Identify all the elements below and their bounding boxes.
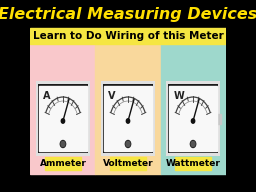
Circle shape [61, 142, 65, 146]
Bar [161, 44, 226, 174]
Bar [166, 81, 220, 156]
Text: W: W [173, 91, 184, 101]
Bar [30, 44, 95, 174]
Bar [169, 86, 217, 151]
Bar [30, 174, 226, 192]
Bar [217, 114, 221, 124]
Bar [39, 86, 87, 151]
Circle shape [125, 141, 131, 147]
Text: Ammeter: Ammeter [39, 159, 86, 168]
Bar [110, 157, 146, 170]
Circle shape [126, 119, 130, 123]
Bar [30, 28, 226, 44]
Circle shape [191, 119, 195, 123]
Bar [103, 84, 153, 153]
Bar [38, 84, 88, 153]
Text: Learn to Do Wiring of this Meter: Learn to Do Wiring of this Meter [33, 31, 223, 41]
Circle shape [60, 141, 66, 147]
Text: A: A [43, 91, 51, 101]
Bar [95, 44, 161, 174]
Circle shape [126, 142, 130, 146]
Text: V: V [108, 91, 116, 101]
Text: Electrical Measuring Devices: Electrical Measuring Devices [0, 7, 256, 22]
Circle shape [61, 119, 65, 123]
Bar [101, 81, 155, 156]
Circle shape [190, 141, 196, 147]
Text: Voltmeter: Voltmeter [103, 159, 153, 168]
Bar [168, 84, 218, 153]
Circle shape [191, 142, 195, 146]
Bar [104, 86, 152, 151]
Text: Wattmeter: Wattmeter [166, 159, 220, 168]
Bar [30, 0, 226, 28]
Bar [175, 157, 211, 170]
Bar [45, 157, 81, 170]
Bar [36, 81, 90, 156]
